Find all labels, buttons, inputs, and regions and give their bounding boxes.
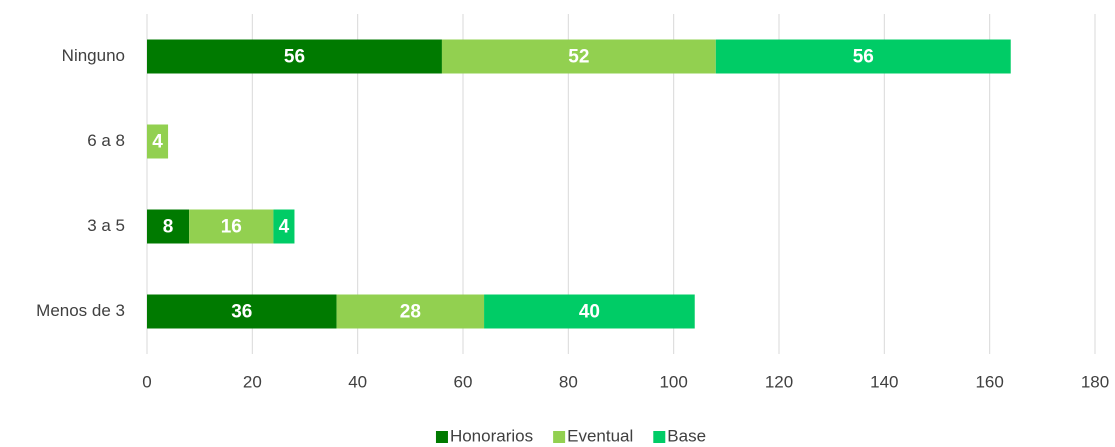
legend-label: Base [667,426,706,445]
data-label: 52 [568,47,589,68]
bar-segment [147,294,337,329]
y-tick-label: Ninguno [62,46,125,65]
legend-label: Honorarios [450,426,533,445]
x-tick-label: 120 [765,372,793,391]
bar-segment [147,39,442,74]
x-tick-label: 140 [870,372,898,391]
x-tick-label: 80 [559,372,578,391]
data-label: 28 [400,302,421,323]
legend-swatch [553,431,566,443]
x-tick-label: 0 [142,372,151,391]
x-tick-label: 100 [659,372,687,391]
legend-swatch [653,431,666,443]
bar-segment [147,124,169,159]
x-tick-label: 160 [975,372,1003,391]
data-label: 56 [284,47,305,68]
bar-segment [484,294,695,329]
bar-segment [715,39,1011,74]
data-label: 8 [163,217,174,238]
bar-segment [336,294,485,329]
y-tick-label: 6 a 8 [87,131,125,150]
x-tick-label: 60 [454,372,473,391]
bar-segment [147,209,190,244]
x-tick-label: 20 [243,372,262,391]
data-label: 16 [221,217,242,238]
bar-segment [441,39,716,74]
x-tick-label: 180 [1081,372,1109,391]
data-label: 40 [579,302,600,323]
y-tick-label: Menos de 3 [36,301,125,320]
legend-swatch [435,431,448,443]
y-tick-label: 3 a 5 [87,216,125,235]
legend-label: Eventual [567,426,633,445]
x-tick-label: 40 [348,372,367,391]
bar-segment [189,209,274,244]
bar-segment [273,209,295,244]
data-label: 4 [152,132,163,153]
data-label: 36 [231,302,252,323]
data-label: 4 [279,217,290,238]
data-label: 56 [853,47,874,68]
